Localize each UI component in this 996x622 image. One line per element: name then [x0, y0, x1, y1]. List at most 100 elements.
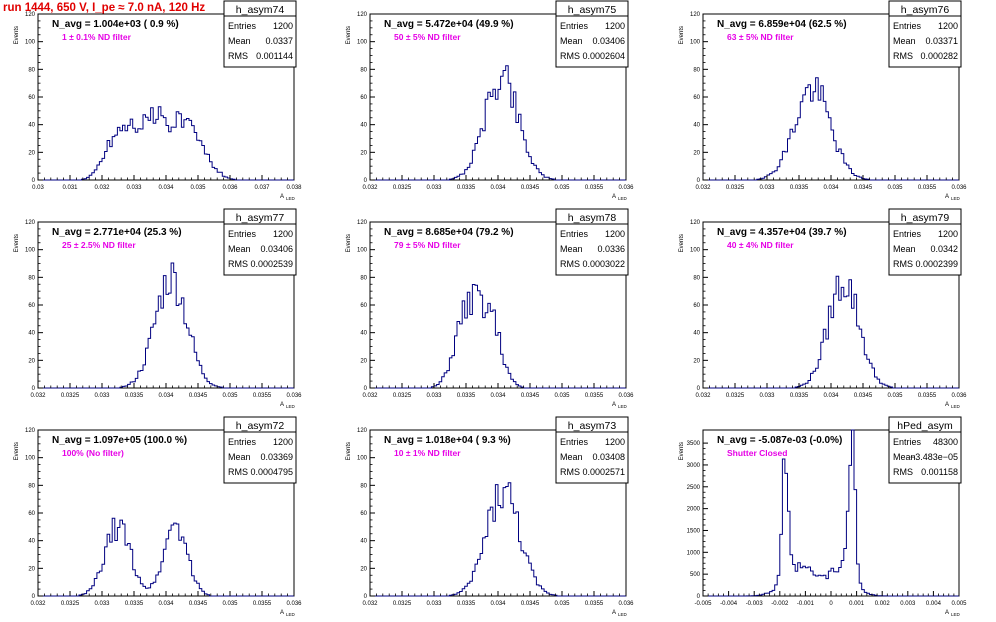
x-tick-label: 0.034 — [158, 393, 174, 399]
x-tick-label: 0.032 — [695, 185, 711, 191]
x-tick-label: 0.0325 — [61, 393, 80, 399]
x-tick-label: 0.0345 — [521, 601, 540, 607]
stat-label: Entries — [228, 437, 257, 447]
x-tick-label: 0.0325 — [393, 601, 412, 607]
filter-note: 40 ± 4% ND filter — [727, 240, 794, 250]
x-axis-title: A — [945, 610, 949, 616]
histogram-panel-h_asym77: 0.032 0.0325 0.033 0.0335 0.034 0.0345 0.035 0.… — [14, 208, 302, 409]
stat-value: −3.483e−05 — [910, 452, 958, 462]
x-tick-label: 0.037 — [254, 185, 270, 191]
y-tick-label: 20 — [360, 150, 367, 156]
y-tick-label: 0 — [364, 386, 368, 392]
stat-value: 1200 — [605, 437, 625, 447]
x-axis-title: A — [612, 610, 616, 616]
x-tick-label: 0.001 — [849, 601, 865, 607]
x-tick-label: 0.0325 — [393, 393, 412, 399]
stat-label: RMS — [893, 259, 913, 269]
x-tick-label: 0.033 — [426, 185, 442, 191]
stat-label: Entries — [228, 229, 257, 239]
y-tick-label: 80 — [28, 67, 35, 73]
x-tick-label: 0.033 — [759, 393, 775, 399]
y-tick-label: 3500 — [687, 441, 701, 447]
stats-box — [555, 416, 629, 484]
x-tick-label: 0.036 — [618, 393, 634, 399]
y-axis-title: Events — [679, 442, 685, 460]
x-tick-label: 0.032 — [94, 185, 110, 191]
x-tick-label: 0.035 — [887, 185, 903, 191]
stat-value: 1200 — [273, 437, 293, 447]
filter-note: 1 ± 0.1% ND filter — [62, 32, 132, 42]
y-tick-label: 60 — [28, 95, 35, 101]
x-tick-label: 0.0355 — [585, 393, 604, 399]
histogram-panel-h_asym74: 0.03 0.031 0.032 0.033 0.034 0.035 0.036 0.037 0… — [14, 0, 302, 201]
y-tick-label: 0 — [364, 594, 368, 600]
stat-value: 1200 — [605, 229, 625, 239]
histogram-name: h_asym73 — [568, 420, 617, 432]
y-tick-label: 80 — [693, 67, 700, 73]
y-tick-label: 60 — [360, 511, 367, 517]
y-tick-label: 20 — [693, 358, 700, 364]
stat-value: 0.0003022 — [582, 259, 625, 269]
histogram-panel-h_asym75: 0.032 0.0325 0.033 0.0335 0.034 0.0345 0.035 0.… — [346, 0, 634, 201]
y-tick-label: 1000 — [687, 550, 701, 556]
x-axis-title: A — [280, 194, 284, 200]
histogram-panel-hPed_asym: -0.005 -0.004 -0.003 -0.002 -0.001 0 0.001 0.00… — [679, 416, 967, 617]
x-tick-label: 0.003 — [900, 601, 916, 607]
stat-label: RMS — [893, 467, 913, 477]
x-tick-label: 0.005 — [951, 601, 967, 607]
x-axis-title-subscript: LED — [618, 612, 628, 617]
n-avg-label: N_avg = 4.357e+04 (39.7 %) — [717, 227, 847, 238]
y-tick-label: 20 — [28, 358, 35, 364]
x-tick-label: 0.002 — [875, 601, 891, 607]
x-tick-label: 0.0335 — [457, 185, 476, 191]
y-tick-label: 60 — [28, 303, 35, 309]
stats-box — [223, 0, 297, 68]
filter-note: 10 ± 1% ND filter — [394, 448, 461, 458]
x-axis-title: A — [612, 402, 616, 408]
x-tick-label: 0.033 — [426, 393, 442, 399]
histogram-name: h_asym72 — [236, 420, 285, 432]
x-tick-label: 0.035 — [554, 185, 570, 191]
y-tick-label: 100 — [690, 40, 701, 46]
x-tick-label: 0.0345 — [521, 185, 540, 191]
stat-value: 1200 — [938, 21, 958, 31]
x-tick-label: 0.0335 — [457, 393, 476, 399]
stat-value: 1200 — [273, 229, 293, 239]
x-tick-label: -0.004 — [720, 601, 738, 607]
x-tick-label: 0.036 — [286, 601, 302, 607]
histogram-line — [370, 482, 626, 597]
y-tick-label: 100 — [25, 456, 36, 462]
x-axis-title-subscript: LED — [618, 196, 628, 201]
stat-label: Entries — [560, 437, 589, 447]
x-tick-label: 0.035 — [222, 601, 238, 607]
y-axis-title: Events — [346, 234, 352, 252]
x-tick-label: 0.034 — [158, 601, 174, 607]
x-axis-title: A — [280, 610, 284, 616]
stat-value: 0.001158 — [921, 467, 958, 477]
stat-value: 0.0337 — [265, 36, 293, 46]
x-tick-label: -0.001 — [797, 601, 815, 607]
x-axis-title-subscript: LED — [286, 404, 296, 409]
y-tick-label: 0 — [32, 386, 36, 392]
stats-box — [888, 416, 962, 484]
y-tick-label: 40 — [693, 331, 700, 337]
stat-label: Mean — [228, 244, 251, 254]
filter-note: Shutter Closed — [727, 448, 787, 458]
x-tick-label: 0.032 — [30, 393, 46, 399]
stat-value: 0.03371 — [925, 36, 958, 46]
stat-label: Mean — [228, 452, 251, 462]
y-tick-label: 0 — [697, 594, 701, 600]
stat-label: Mean — [893, 452, 916, 462]
stat-label: Mean — [893, 244, 916, 254]
x-tick-label: 0.0335 — [125, 393, 144, 399]
x-tick-label: 0.034 — [823, 393, 839, 399]
x-tick-label: 0.0335 — [790, 185, 809, 191]
y-tick-label: 120 — [690, 220, 701, 226]
stat-label: Mean — [560, 244, 583, 254]
y-tick-label: 120 — [357, 428, 368, 434]
y-tick-label: 120 — [690, 12, 701, 18]
stats-box — [888, 0, 962, 68]
y-tick-label: 60 — [360, 303, 367, 309]
stat-label: RMS — [893, 51, 913, 61]
y-tick-label: 40 — [28, 539, 35, 545]
